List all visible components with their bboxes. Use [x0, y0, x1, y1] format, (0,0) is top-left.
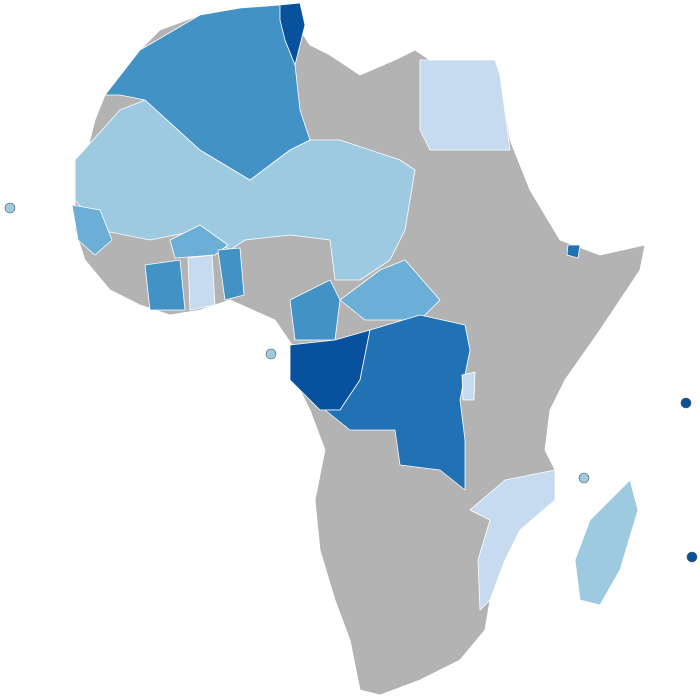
region	[289, 279, 341, 341]
region	[279, 2, 306, 66]
region	[574, 479, 639, 606]
region	[144, 259, 186, 311]
island	[578, 472, 590, 484]
island	[4, 202, 16, 214]
island	[686, 551, 698, 563]
region	[339, 259, 441, 321]
region	[469, 469, 556, 611]
region	[104, 4, 311, 181]
region	[461, 371, 476, 401]
island	[680, 397, 692, 409]
region	[187, 254, 216, 311]
island	[265, 348, 277, 360]
region	[566, 244, 581, 259]
region	[324, 314, 471, 491]
region	[419, 59, 511, 151]
region	[71, 204, 113, 256]
region	[217, 247, 245, 301]
